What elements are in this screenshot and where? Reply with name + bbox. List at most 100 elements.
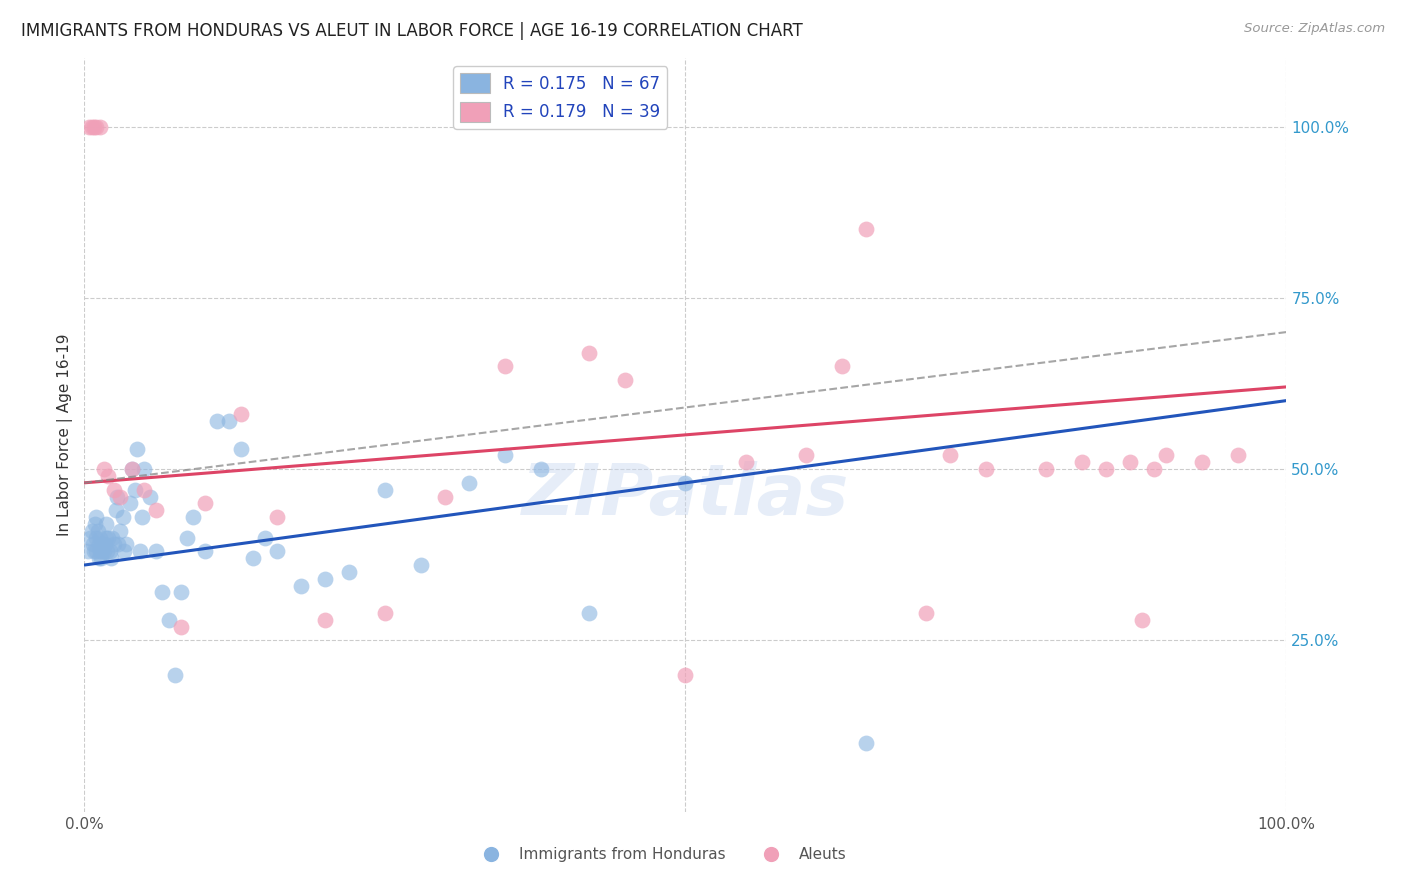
Point bbox=[1119, 455, 1142, 469]
Point bbox=[118, 496, 141, 510]
Point bbox=[86, 531, 108, 545]
Point bbox=[94, 516, 117, 531]
Point bbox=[266, 510, 288, 524]
Point bbox=[87, 551, 110, 566]
Point bbox=[127, 442, 149, 456]
Point bbox=[205, 414, 228, 428]
Point bbox=[89, 544, 111, 558]
Point bbox=[86, 524, 108, 538]
Point bbox=[91, 544, 114, 558]
Y-axis label: In Labor Force | Age 16-19: In Labor Force | Age 16-19 bbox=[58, 334, 73, 536]
Point bbox=[96, 544, 118, 558]
Point bbox=[89, 120, 111, 134]
Point bbox=[131, 510, 153, 524]
Point bbox=[939, 449, 962, 463]
Point bbox=[82, 537, 104, 551]
Point bbox=[578, 345, 600, 359]
Point bbox=[614, 373, 637, 387]
Point bbox=[93, 544, 115, 558]
Point bbox=[290, 578, 312, 592]
Point bbox=[83, 544, 105, 558]
Point bbox=[77, 120, 100, 134]
Point bbox=[86, 510, 108, 524]
Point bbox=[253, 531, 276, 545]
Point bbox=[110, 524, 132, 538]
Point bbox=[110, 490, 132, 504]
Point bbox=[1227, 449, 1250, 463]
Point bbox=[89, 531, 111, 545]
Point bbox=[314, 572, 336, 586]
Point bbox=[86, 544, 108, 558]
Point bbox=[855, 222, 877, 236]
Point bbox=[176, 531, 198, 545]
Point bbox=[1156, 449, 1178, 463]
Point bbox=[97, 469, 120, 483]
Point bbox=[157, 613, 180, 627]
Point bbox=[218, 414, 240, 428]
Point bbox=[101, 531, 124, 545]
Point bbox=[242, 551, 264, 566]
Point bbox=[855, 736, 877, 750]
Text: ZIPatlas: ZIPatlas bbox=[522, 460, 849, 530]
Point bbox=[434, 490, 457, 504]
Point bbox=[90, 551, 112, 566]
Point bbox=[93, 462, 115, 476]
Point bbox=[374, 606, 396, 620]
Point bbox=[409, 558, 432, 572]
Point bbox=[87, 537, 110, 551]
Point bbox=[578, 606, 600, 620]
Point bbox=[121, 462, 143, 476]
Point bbox=[103, 483, 125, 497]
Point bbox=[124, 483, 146, 497]
Point bbox=[374, 483, 396, 497]
Point bbox=[111, 510, 134, 524]
Point bbox=[84, 516, 107, 531]
Text: IMMIGRANTS FROM HONDURAS VS ALEUT IN LABOR FORCE | AGE 16-19 CORRELATION CHART: IMMIGRANTS FROM HONDURAS VS ALEUT IN LAB… bbox=[21, 22, 803, 40]
Point bbox=[229, 442, 252, 456]
Point bbox=[128, 544, 150, 558]
Point bbox=[86, 120, 108, 134]
Point bbox=[169, 585, 191, 599]
Point bbox=[152, 585, 174, 599]
Point bbox=[79, 531, 101, 545]
Point bbox=[121, 462, 143, 476]
Point bbox=[1191, 455, 1213, 469]
Point bbox=[115, 537, 138, 551]
Point bbox=[1035, 462, 1057, 476]
Point bbox=[97, 531, 120, 545]
Point bbox=[915, 606, 938, 620]
Point bbox=[974, 462, 997, 476]
Point bbox=[831, 359, 853, 374]
Point bbox=[169, 620, 191, 634]
Point bbox=[112, 544, 135, 558]
Point bbox=[675, 475, 697, 490]
Legend: Immigrants from Honduras, Aleuts: Immigrants from Honduras, Aleuts bbox=[470, 841, 852, 868]
Point bbox=[107, 537, 129, 551]
Point bbox=[98, 544, 121, 558]
Point bbox=[181, 510, 204, 524]
Point bbox=[1143, 462, 1166, 476]
Point bbox=[103, 537, 125, 551]
Point bbox=[1095, 462, 1118, 476]
Point bbox=[314, 613, 336, 627]
Point bbox=[494, 449, 516, 463]
Point bbox=[194, 496, 217, 510]
Point bbox=[139, 490, 162, 504]
Point bbox=[94, 537, 117, 551]
Point bbox=[229, 407, 252, 421]
Point bbox=[337, 565, 360, 579]
Point bbox=[77, 544, 100, 558]
Point bbox=[80, 120, 103, 134]
Point bbox=[194, 544, 217, 558]
Point bbox=[266, 544, 288, 558]
Point bbox=[94, 531, 117, 545]
Point bbox=[734, 455, 756, 469]
Point bbox=[494, 359, 516, 374]
Point bbox=[105, 490, 128, 504]
Text: Source: ZipAtlas.com: Source: ZipAtlas.com bbox=[1244, 22, 1385, 36]
Point bbox=[1071, 455, 1094, 469]
Point bbox=[530, 462, 553, 476]
Point bbox=[675, 667, 697, 681]
Point bbox=[1130, 613, 1153, 627]
Point bbox=[134, 483, 156, 497]
